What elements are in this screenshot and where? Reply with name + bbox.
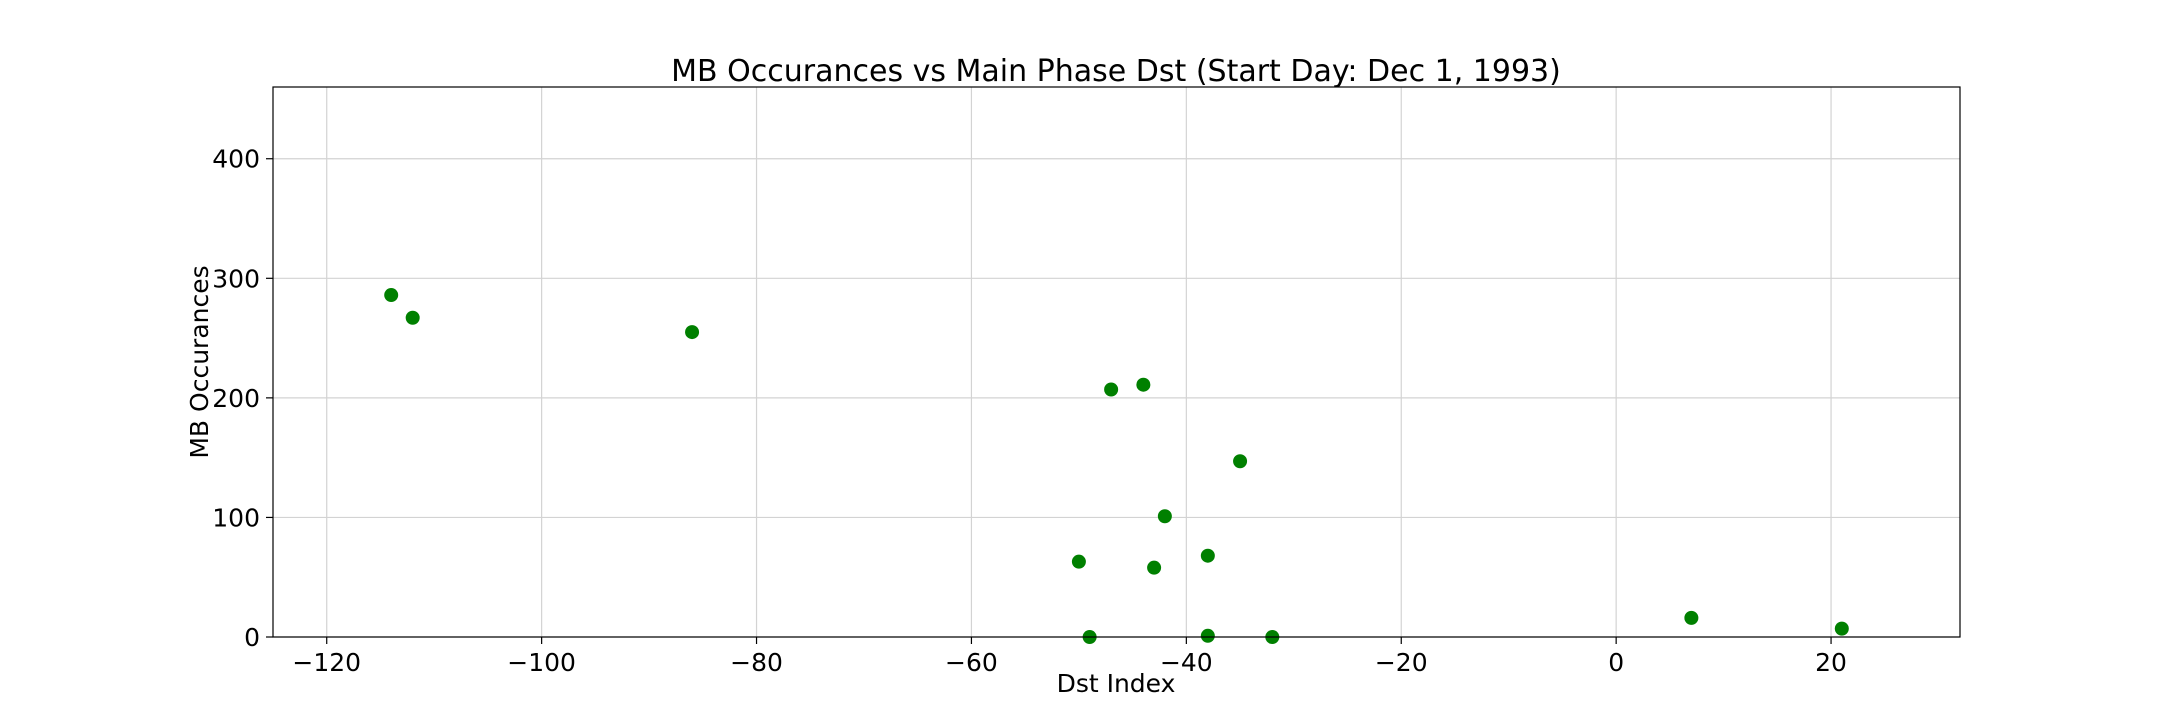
data-point	[685, 325, 700, 340]
x-tick-label: −40	[1160, 648, 1213, 677]
data-point	[1071, 554, 1086, 569]
data-point	[1200, 548, 1215, 563]
x-axis-label: Dst Index	[1057, 669, 1176, 698]
x-tick-label: 0	[1608, 648, 1624, 677]
data-point	[1136, 377, 1151, 392]
y-tick-label: 100	[212, 503, 260, 532]
y-axis-label: MB Occurances	[185, 265, 214, 458]
x-tick-label: −20	[1375, 648, 1428, 677]
y-tick-label: 300	[212, 264, 260, 293]
x-tick-label: −80	[730, 648, 783, 677]
x-tick-label: −60	[945, 648, 998, 677]
plot-frame	[272, 86, 1961, 638]
data-point	[405, 310, 420, 325]
data-point	[1200, 628, 1215, 643]
data-points	[384, 288, 1849, 644]
y-tick-label: 0	[244, 623, 260, 652]
data-point	[1157, 509, 1172, 524]
x-tick-label: 20	[1815, 648, 1847, 677]
data-point	[1834, 621, 1849, 636]
chart-title: MB Occurances vs Main Phase Dst (Start D…	[671, 54, 1561, 89]
data-point	[1147, 560, 1162, 575]
data-point	[1233, 454, 1248, 469]
y-tick-label: 200	[212, 384, 260, 413]
x-tick-label: −120	[292, 648, 361, 677]
data-point	[1684, 610, 1699, 625]
y-tick-label: 400	[212, 145, 260, 174]
data-point	[1104, 382, 1119, 397]
x-tick-label: −100	[507, 648, 576, 677]
data-point	[384, 288, 399, 303]
